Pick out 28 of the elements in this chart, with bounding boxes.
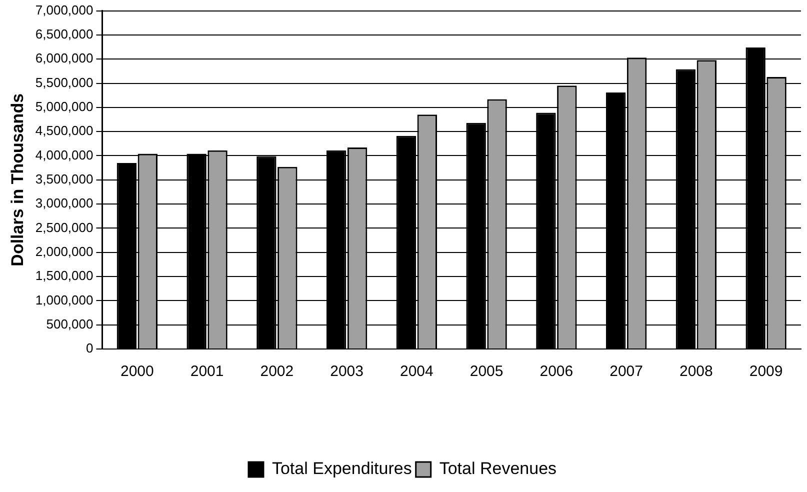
x-tick-label: 2004 <box>400 363 434 380</box>
x-tick-label: 2002 <box>260 363 294 380</box>
y-tick-label: 6,500,000 <box>35 26 94 42</box>
y-tick-label: 4,000,000 <box>35 147 94 162</box>
y-tick-label: 3,000,000 <box>35 196 94 211</box>
x-tick-label: 2006 <box>540 363 574 380</box>
x-tick-label: 2005 <box>470 363 504 380</box>
x-tick-label: 2007 <box>610 363 643 380</box>
x-tick-label: 2001 <box>190 363 224 380</box>
x-tick-label: 2009 <box>749 363 783 380</box>
y-tick-label: 7,000,000 <box>35 2 94 18</box>
y-tick-label: 1,500,000 <box>35 268 94 284</box>
x-tick-label: 2003 <box>330 363 364 380</box>
x-tick-label: 2008 <box>679 363 713 380</box>
y-tick-label: 6,000,000 <box>35 50 94 66</box>
y-tick-label: 2,000,000 <box>35 244 94 259</box>
y-tick-label: 4,500,000 <box>35 123 94 138</box>
y-tick-label: 5,000,000 <box>35 99 94 114</box>
legend-label: Total Expenditures <box>272 459 412 478</box>
y-axis-title: Dollars in Thousands <box>8 93 27 266</box>
y-tick-label: 3,500,000 <box>35 171 94 186</box>
x-tick-label: 2000 <box>120 363 154 380</box>
y-tick-label: 500,000 <box>46 316 94 332</box>
legend-label: Total Revenues <box>439 459 557 478</box>
y-tick-label: 2,500,000 <box>35 220 94 235</box>
y-tick-label: 1,000,000 <box>35 292 94 308</box>
y-tick-label: 0 <box>86 340 94 356</box>
y-tick-label: 5,500,000 <box>35 74 94 90</box>
